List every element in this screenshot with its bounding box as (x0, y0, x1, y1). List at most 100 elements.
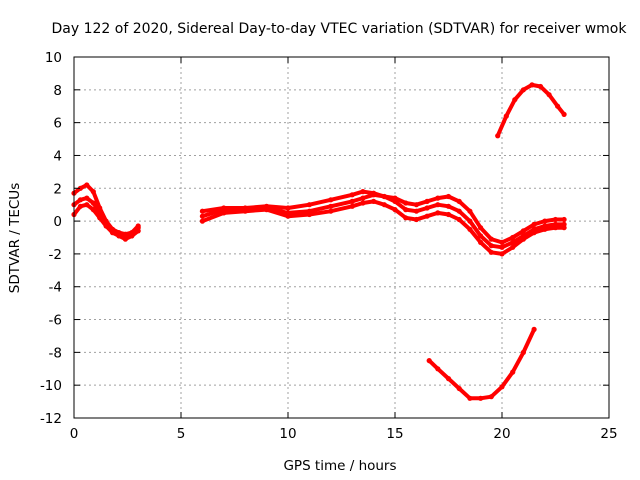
data-point (381, 193, 387, 200)
data-point (542, 226, 548, 232)
data-point (392, 195, 398, 201)
data-point (221, 210, 227, 216)
data-point (413, 208, 419, 214)
data-point (561, 111, 567, 117)
data-point (537, 83, 544, 90)
data-point (546, 92, 552, 98)
data-point (499, 384, 505, 390)
data-point (435, 202, 441, 208)
data-point (445, 211, 452, 218)
data-point (561, 225, 567, 231)
data-point (306, 211, 312, 218)
y-tick-label: 8 (53, 83, 62, 99)
data-point (478, 239, 484, 245)
data-point (328, 208, 334, 214)
x-tick-label: 25 (600, 426, 617, 442)
y-tick-label: -4 (49, 280, 62, 296)
y-tick-label: -8 (49, 345, 62, 361)
series-arc-4 (200, 189, 567, 250)
y-tick-label: 4 (53, 148, 62, 164)
chart-title: Day 122 of 2020, Sidereal Day-to-day VTE… (52, 21, 628, 37)
data-point (77, 203, 83, 209)
data-series (71, 82, 567, 401)
data-point (371, 198, 377, 204)
data-point (103, 223, 109, 229)
data-point (285, 213, 291, 219)
data-point (478, 225, 484, 231)
data-point (456, 208, 462, 214)
data-point (426, 358, 432, 364)
data-point (499, 251, 505, 257)
data-point (488, 236, 494, 242)
data-point (510, 369, 516, 375)
data-point (531, 326, 537, 332)
data-point (360, 195, 366, 201)
data-point (413, 216, 419, 223)
data-point (403, 200, 409, 206)
data-point (360, 200, 366, 206)
data-point (456, 216, 462, 223)
data-point (445, 203, 452, 209)
data-point (445, 376, 452, 382)
x-tick-label: 5 (177, 426, 186, 442)
data-point (445, 193, 452, 200)
tick-labels: 0 5 10 15 20 25 -12 -10 -8 -6 -4 -2 0 2 4 6 8 10 (40, 50, 618, 442)
y-tick-label: 0 (53, 214, 62, 230)
data-point (90, 207, 96, 213)
data-point (488, 394, 494, 400)
data-point (512, 97, 518, 103)
data-point (488, 243, 494, 249)
data-point (129, 233, 135, 239)
data-point (478, 233, 484, 239)
data-point (109, 230, 116, 236)
data-point (135, 228, 141, 234)
x-axis-label: GPS time / hours (283, 458, 396, 474)
y-axis-label: SDTVAR / TECUs (7, 183, 23, 293)
y-tick-label: 6 (53, 116, 62, 132)
axis-ticks (73, 56, 610, 419)
data-point (328, 203, 334, 209)
series-arc-6 (200, 199, 567, 256)
data-point (242, 208, 248, 214)
data-point (467, 395, 473, 401)
series-arc-7 (495, 82, 567, 138)
data-point (552, 216, 559, 223)
data-point (77, 185, 83, 191)
data-point (403, 207, 409, 213)
data-point (135, 223, 141, 229)
data-point (510, 239, 516, 245)
data-point (122, 236, 128, 242)
data-point (116, 233, 122, 239)
data-point (510, 234, 516, 241)
data-point (510, 244, 516, 250)
data-point (84, 182, 90, 188)
data-point (122, 231, 128, 237)
data-point (555, 103, 561, 109)
data-point (392, 207, 398, 213)
data-point (503, 113, 509, 119)
plot-frame (73, 56, 610, 419)
data-point (456, 198, 462, 204)
data-point (306, 202, 312, 208)
data-point (478, 395, 484, 401)
data-point (90, 200, 96, 206)
y-tick-label: -2 (49, 247, 62, 263)
y-tick-label: 10 (45, 50, 62, 66)
y-tick-label: -6 (49, 313, 62, 329)
data-point (90, 189, 96, 195)
data-point (349, 198, 355, 204)
x-tick-label: 10 (279, 426, 296, 442)
data-point (199, 213, 205, 219)
data-point (529, 82, 535, 88)
x-tick-label: 20 (493, 426, 510, 442)
series-arc-8 (427, 327, 537, 401)
data-point (360, 189, 366, 195)
data-point (499, 239, 505, 245)
data-point (199, 218, 205, 224)
data-point (520, 349, 527, 355)
data-point (456, 385, 462, 392)
data-point (413, 202, 419, 208)
data-point (84, 202, 90, 208)
grid (74, 57, 609, 418)
data-point (435, 195, 441, 201)
